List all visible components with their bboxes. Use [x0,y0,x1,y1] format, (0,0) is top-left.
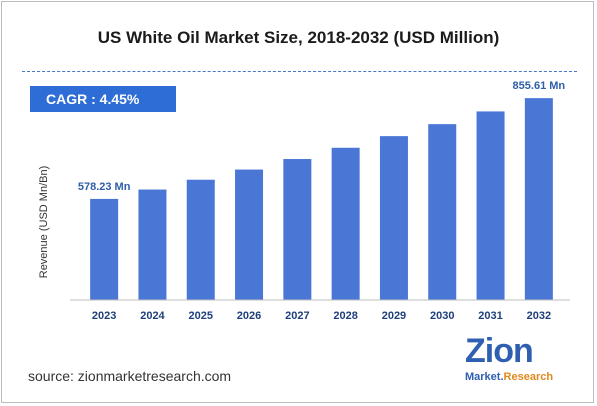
x-tick-2027: 2027 [285,310,309,322]
logo-wordmark: Zion [465,332,534,370]
title-divider [22,71,577,72]
bar-2023 [90,198,119,300]
bar-2030 [428,124,457,300]
x-tick-2032: 2032 [527,310,551,322]
data-label-2032: 855.61 Mn [513,80,566,92]
logo-subtitle: Market.Research [465,371,554,383]
bar-2027 [283,159,312,300]
bar-2026 [235,169,264,300]
bar-2031 [476,111,505,301]
source-text: source: zionmarketresearch.com [28,368,232,384]
zion-logo: Zion Market.Research [459,332,569,388]
x-tick-labels: 2023 2024 2025 2026 2027 2028 2029 2030 2031 2032 [92,310,551,322]
bar-2028 [331,147,360,300]
x-tick-2025: 2025 [189,310,213,322]
bars-group [90,98,553,301]
bar-2029 [379,136,408,300]
x-tick-2031: 2031 [478,310,502,322]
chart-title: US White Oil Market Size, 2018-2032 (USD… [97,28,500,47]
x-tick-2028: 2028 [333,310,357,322]
x-tick-2026: 2026 [237,310,261,322]
x-tick-2023: 2023 [92,310,116,322]
data-labels: 578.23 Mn 855.61 Mn [78,80,566,193]
cagr-badge: CAGR : 4.45% [30,86,176,112]
bar-2025 [186,179,215,300]
x-tick-2024: 2024 [140,310,165,322]
bar-2024 [138,189,167,300]
data-label-2023: 578.23 Mn [78,181,131,193]
x-tick-2030: 2030 [430,310,454,322]
x-tick-2029: 2029 [382,310,406,322]
bar-2032 [524,98,553,301]
